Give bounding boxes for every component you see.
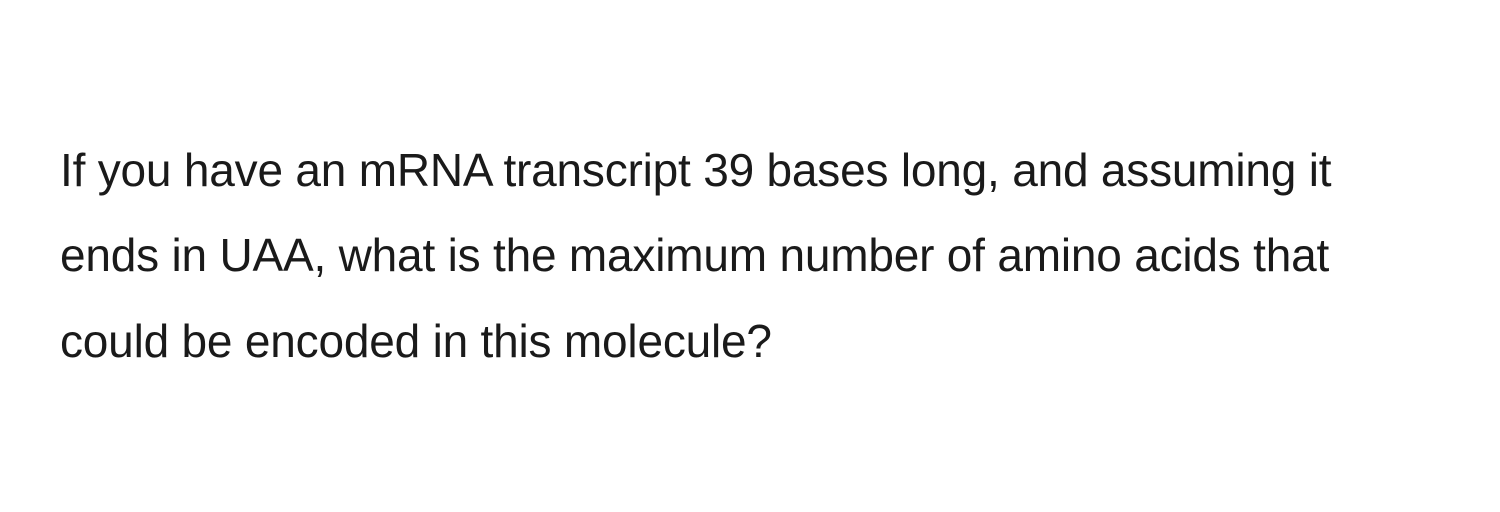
question-paragraph: If you have an mRNA transcript 39 bases … xyxy=(60,128,1440,383)
